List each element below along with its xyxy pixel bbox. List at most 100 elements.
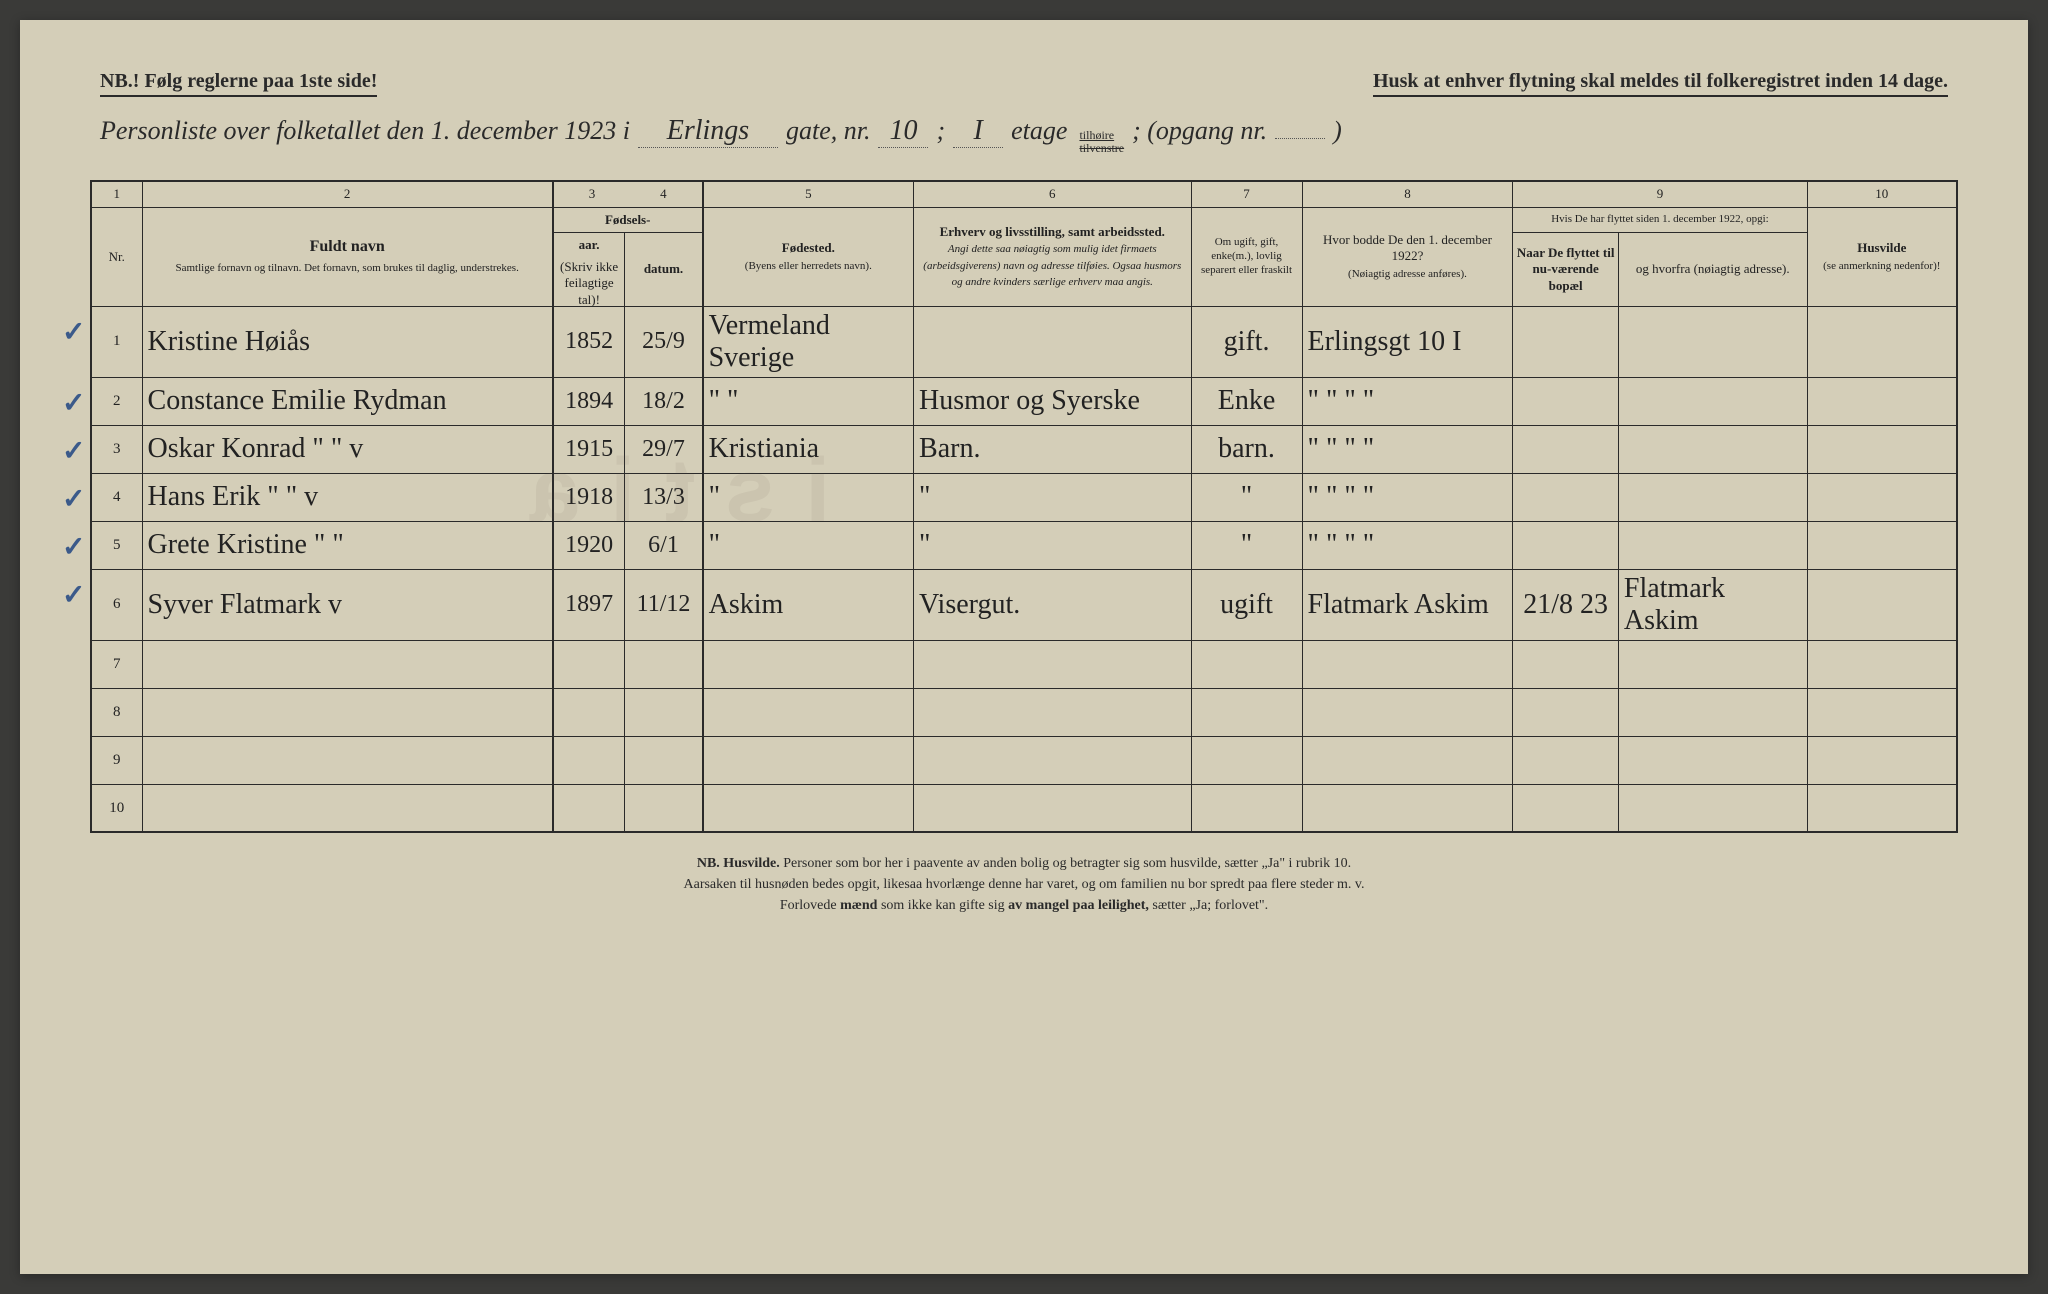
cell-hvorfra [1618,784,1807,832]
cell-sivil [1191,640,1302,688]
cell-husvilde [1807,736,1957,784]
hdr-datum-label: datum. [644,261,683,276]
cell-navn [142,688,553,736]
cell-datum [625,640,703,688]
table-row: 7 [91,640,1957,688]
cell-erhverv [914,306,1192,377]
cell-nr: 5✓ [91,521,142,569]
hdr-datum: datum. [625,232,703,306]
cell-naar [1513,425,1618,473]
cell-aar [553,736,625,784]
col-num-8: 8 [1302,181,1513,207]
hdr-husvilde: Husvilde (se anmerkning nedenfor)! [1807,207,1957,306]
cell-datum: 13/3 [625,473,703,521]
footnote-line3b: mænd [840,898,877,913]
opgang-label: ; (opgang nr. [1132,116,1267,146]
hdr-hvor-bodde-title: Hvor bodde De den 1. december 1922? [1323,232,1492,263]
cell-hvorfra [1618,736,1807,784]
cell-bodde: " " " " [1302,521,1513,569]
cell-aar: 1897 [553,569,625,640]
cell-hvorfra [1618,473,1807,521]
hdr-husvilde-title: Husvilde [1857,240,1906,255]
cell-navn [142,640,553,688]
cell-sivil: ugift [1191,569,1302,640]
cell-bodde: " " " " [1302,425,1513,473]
cell-erhverv [914,640,1192,688]
census-table: 1 2 3 4 5 6 7 8 9 10 Nr. Fuldt navn Samt… [90,180,1958,833]
cell-bodde [1302,784,1513,832]
cell-fodested: Vermeland Sverige [703,306,914,377]
cell-fodested: " " [703,377,914,425]
table-row: 10 [91,784,1957,832]
cell-datum: 6/1 [625,521,703,569]
cell-bodde [1302,688,1513,736]
hdr-fodested-sub: (Byens eller herredets navn). [745,260,872,272]
cell-erhverv [914,736,1192,784]
checkmark-icon: ✓ [62,482,85,515]
hdr-husvilde-sub: (se anmerkning nedenfor)! [1823,260,1940,272]
hdr-fuldt-navn-title: Fuldt navn [310,238,385,255]
cell-nr: 9 [91,736,142,784]
cell-sivil [1191,688,1302,736]
cell-navn [142,784,553,832]
cell-erhverv [914,784,1192,832]
cell-naar [1513,640,1618,688]
cell-aar: 1920 [553,521,625,569]
hdr-hvorfra-label: og hvorfra (nøiagtig adresse). [1636,261,1790,276]
cell-husvilde [1807,640,1957,688]
cell-datum: 11/12 [625,569,703,640]
col-num-7: 7 [1191,181,1302,207]
footnote-line2: Aarsaken til husnøden bedes opgit, likes… [684,877,1365,892]
cell-hvorfra [1618,688,1807,736]
cell-nr: 2✓ [91,377,142,425]
checkmark-icon: ✓ [62,315,85,348]
col-num-6: 6 [914,181,1192,207]
cell-aar [553,688,625,736]
cell-sivil: barn. [1191,425,1302,473]
close-paren: ) [1333,116,1342,146]
footnote-nb: NB. Husvilde. [697,856,780,871]
footnote-line3d: av mangel paa leilighet, [1008,898,1149,913]
gate-label: gate, nr. [786,116,871,146]
cell-bodde: " " " " [1302,473,1513,521]
table-row: 2✓Constance Emilie Rydman189418/2" "Husm… [91,377,1957,425]
cell-navn: Constance Emilie Rydman [142,377,553,425]
cell-fodested [703,736,914,784]
etage-label: etage [1011,116,1067,146]
cell-erhverv: Barn. [914,425,1192,473]
etage-opt-bottom: tilvenstre [1079,142,1124,155]
cell-navn: Kristine Høiås [142,306,553,377]
cell-fodested: Kristiania [703,425,914,473]
cell-aar: 1915 [553,425,625,473]
footnote-line3c: som ikke kan gifte sig [881,898,1008,913]
cell-nr: 3✓ [91,425,142,473]
street-field: Erlings [638,115,778,148]
census-form-page: istia NB.! Følg reglerne paa 1ste side! … [20,20,2028,1274]
cell-fodested: Askim [703,569,914,640]
cell-navn [142,736,553,784]
col-num-3: 3 [558,186,626,202]
census-body: 1✓Kristine Høiås185225/9Vermeland Sverig… [91,306,1957,832]
cell-sivil: Enke [1191,377,1302,425]
hdr-fodsels: Fødsels- [553,207,703,232]
cell-bodde: Flatmark Askim [1302,569,1513,640]
cell-husvilde [1807,473,1957,521]
cell-datum: 18/2 [625,377,703,425]
cell-naar [1513,688,1618,736]
cell-aar [553,640,625,688]
cell-bodde [1302,640,1513,688]
footnote-line3a: Forlovede [780,898,840,913]
table-row: 3✓Oskar Konrad " " v191529/7KristianiaBa… [91,425,1957,473]
table-row: 4✓Hans Erik " " v191813/3"""" " " " [91,473,1957,521]
hdr-fuldt-navn-sub: Samtlige fornavn og tilnavn. Det fornavn… [175,262,518,274]
col-num-9: 9 [1513,181,1807,207]
cell-fodested [703,784,914,832]
hdr-naar: Naar De flyttet til nu-værende bopæl [1513,232,1618,306]
cell-datum: 25/9 [625,306,703,377]
col-num-5: 5 [703,181,914,207]
hdr-fuldt-navn: Fuldt navn Samtlige fornavn og tilnavn. … [142,207,553,306]
col-num-10: 10 [1807,181,1957,207]
hdr-hvor-bodde-sub: (Nøiagtig adresse anføres). [1348,268,1467,280]
cell-hvorfra [1618,377,1807,425]
title-prefix: Personliste over folketallet den 1. dece… [100,116,630,146]
